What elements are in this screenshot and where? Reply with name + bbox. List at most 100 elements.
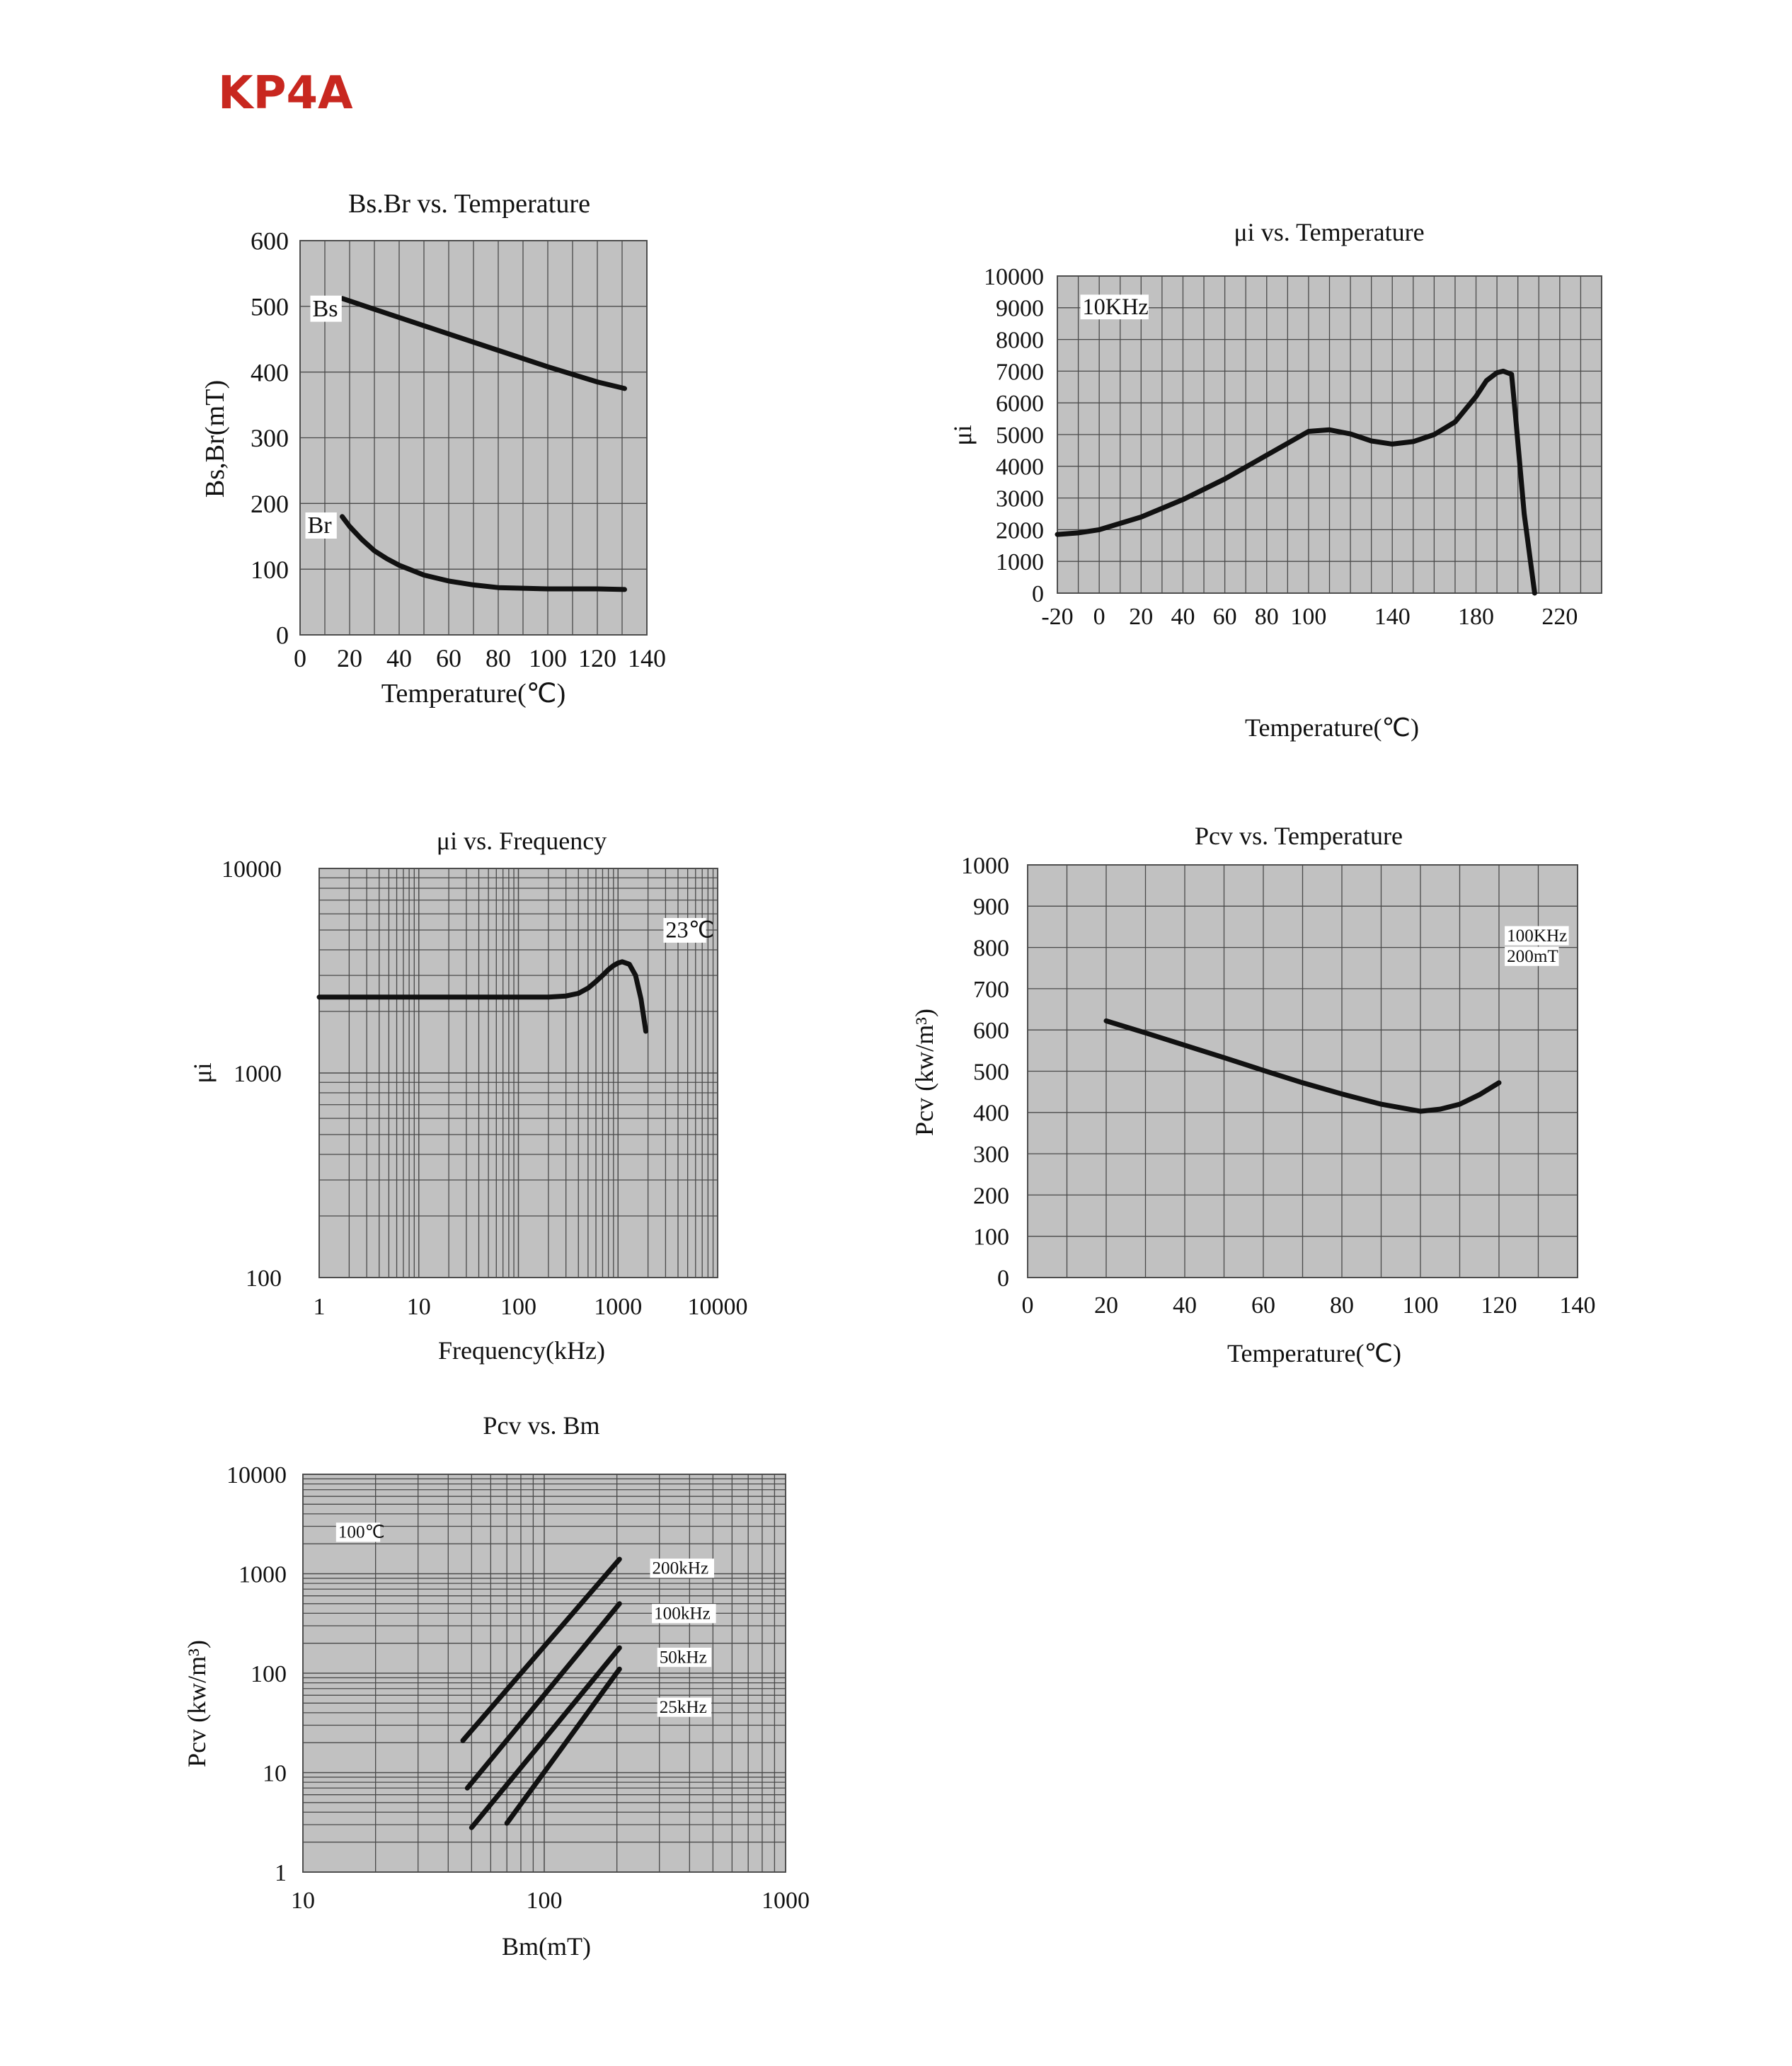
chart-1-plot-area [299, 240, 648, 636]
chart-2-annotation-text: 10KHz [1082, 294, 1148, 319]
chart-4-series-1-line [1103, 1018, 1502, 1114]
chart-5-series-100khz-line [464, 1601, 622, 1791]
chart-3-series-1-line [316, 959, 648, 1034]
chart-5-x-tick-label: 1000 [762, 1888, 810, 1914]
chart-4-y-tick-label: 500 [973, 1059, 1009, 1085]
chart-4-y-tick-label: 100 [973, 1224, 1009, 1251]
chart-5-annotation-box [652, 1604, 716, 1624]
chart-1-annotation-text: Br [308, 512, 333, 539]
chart-1-x-tick-label: 80 [486, 644, 511, 672]
chart-3-annotation-text: 23℃ [665, 917, 714, 942]
chart-1-y-tick-label: 0 [276, 621, 289, 650]
chart-5-series-25khz-line [504, 1666, 622, 1826]
chart-4-title: Pcv vs. Temperature [1195, 822, 1403, 850]
chart-4-y-tick-label: 400 [973, 1101, 1009, 1127]
chart-5-title: Pcv vs. Bm [483, 1411, 599, 1440]
chart-1-x-tick-label: 0 [294, 644, 306, 672]
chart-2-series-1-line [1055, 368, 1537, 596]
chart-5-x-tick-label: 100 [527, 1888, 563, 1914]
chart-4-annotation-200mt: 200mT [1505, 946, 1559, 966]
chart-5-annotation-25khz: 25kHz [657, 1697, 712, 1717]
chart-5-series-50khz-line [469, 1645, 622, 1830]
chart-2-y-axis-label: μi [948, 425, 977, 445]
chart-5-annotation-text: 200kHz [652, 1559, 708, 1578]
chart-4-x-tick-label: 60 [1251, 1292, 1275, 1319]
chart-2-x-tick-label: 80 [1255, 604, 1279, 630]
chart-3-y-tick-label: 10000 [222, 856, 282, 883]
chart-4-x-tick-label: 100 [1403, 1292, 1439, 1319]
chart-1-y-tick-label: 400 [251, 358, 289, 386]
chart-1-annotation-text: Bs [313, 296, 338, 322]
chart-2-plot-area [1057, 275, 1602, 594]
chart-4-x-tick-label: 20 [1094, 1292, 1118, 1319]
chart-1-annotation-bs: Bs [310, 295, 342, 322]
chart-5-y-tick-label: 10000 [226, 1462, 287, 1488]
chart-4-y-tick-label: 200 [973, 1183, 1009, 1209]
chart-2-x-tick-label: 140 [1374, 604, 1411, 630]
chart-4-y-tick-label: 800 [973, 936, 1009, 962]
chart-5-annotation-text: 100℃ [338, 1523, 385, 1542]
chart-5-annotation-box [335, 1522, 381, 1542]
chart-4-x-axis-label: Temperature(℃) [1227, 1339, 1401, 1367]
page-title: KP4A [218, 67, 353, 120]
chart-4-annotation-box [1505, 946, 1559, 966]
chart-2-y-tick-label: 2000 [996, 517, 1044, 544]
chart-5-grid [302, 1474, 786, 1873]
chart-2-x-tick-label: 220 [1541, 604, 1578, 630]
chart-2-x-tick-label: 40 [1171, 604, 1195, 630]
chart-2-x-tick-label: 60 [1213, 604, 1237, 630]
chart-3-grid [318, 868, 718, 1278]
chart-3-x-tick-label: 1 [314, 1294, 326, 1320]
chart-5-annotation-50khz: 50kHz [657, 1648, 712, 1668]
chart-3-y-tick-label: 100 [246, 1266, 282, 1292]
chart-4-plot-area [1027, 864, 1578, 1278]
chart-2-y-tick-label: 0 [1032, 581, 1044, 607]
chart-1-y-tick-label: 200 [251, 490, 289, 518]
chart-2-x-tick-label: -20 [1041, 604, 1073, 630]
chart-2-y-tick-label: 1000 [996, 549, 1044, 575]
chart-2-y-tick-label: 4000 [996, 454, 1044, 481]
chart-1-y-tick-label: 300 [251, 424, 289, 452]
chart-5-annotation-200khz: 200kHz [650, 1559, 715, 1578]
chart-3-y-tick-label: 1000 [234, 1061, 282, 1087]
chart-3-plot-area [318, 868, 718, 1278]
chart-1-series-br-line [340, 514, 627, 592]
chart-5-annotation-100: 100℃ [335, 1522, 385, 1542]
chart-4-y-tick-label: 1000 [961, 853, 1009, 879]
chart-5-plot-area [302, 1474, 786, 1873]
chart-5-y-tick-label: 10 [263, 1760, 287, 1786]
chart-5-annotation-text: 100kHz [654, 1605, 711, 1624]
chart-4-annotation-text: 200mT [1507, 947, 1558, 966]
chart-3-y-axis-label: μi [188, 1062, 217, 1083]
chart-2-y-tick-label: 8000 [996, 328, 1044, 354]
chart-1-x-tick-label: 120 [578, 644, 616, 672]
chart-1-x-tick-label: 140 [628, 644, 666, 672]
chart-3-annotation-box [663, 918, 706, 943]
chart-4-x-tick-label: 140 [1560, 1292, 1596, 1319]
chart-5-annotation-box [650, 1559, 715, 1578]
chart-4-annotation-text: 100KHz [1507, 926, 1567, 946]
chart-5-annotation-100khz: 100kHz [652, 1604, 716, 1624]
chart-1-y-axis-label: Bs,Br(mT) [200, 380, 230, 498]
chart-5-annotation-box [657, 1648, 712, 1668]
chart-2-x-tick-label: 20 [1129, 604, 1153, 630]
chart-2-y-tick-label: 3000 [996, 486, 1044, 512]
chart-1-series-bs-line [340, 296, 627, 391]
chart-1-x-tick-label: 60 [436, 644, 461, 672]
chart-5-y-tick-label: 1000 [239, 1561, 287, 1588]
chart-1-x-tick-label: 40 [386, 644, 412, 672]
chart-4-y-tick-label: 0 [997, 1266, 1009, 1292]
chart-1-annotation-box [310, 295, 342, 322]
chart-4-x-tick-label: 40 [1173, 1292, 1197, 1319]
chart-1-x-tick-label: 20 [337, 644, 362, 672]
chart-3-x-tick-label: 1000 [594, 1294, 642, 1320]
chart-5-y-tick-label: 100 [251, 1661, 287, 1687]
chart-3-title: μi vs. Frequency [437, 827, 607, 855]
chart-3-x-tick-label: 10 [407, 1294, 431, 1320]
chart-2-y-tick-label: 7000 [996, 359, 1044, 385]
chart-2-grid [1057, 275, 1602, 594]
chart-2-x-tick-label: 0 [1093, 604, 1105, 630]
